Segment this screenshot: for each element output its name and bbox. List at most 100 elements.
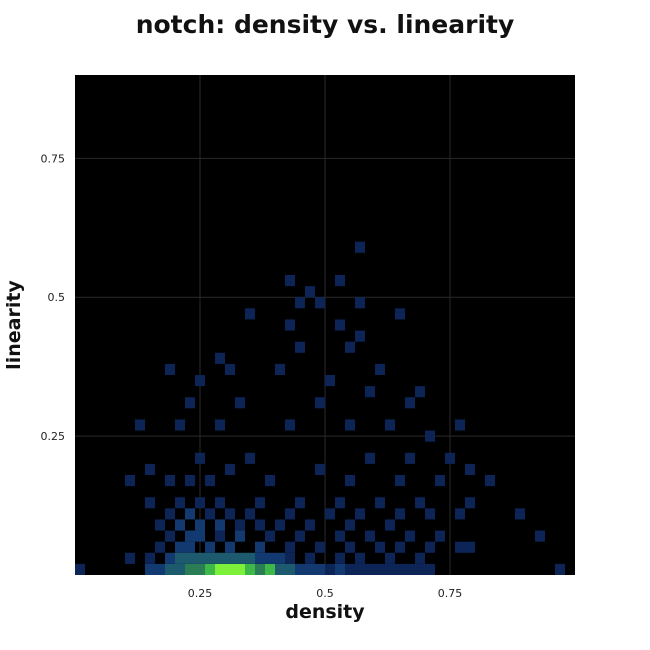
tick-labels: 0.25 0.5 0.75 0.25 0.5 0.75 <box>41 152 463 600</box>
heatmap-cell <box>405 397 415 409</box>
heatmap-cell <box>255 563 265 575</box>
heatmap-cell <box>145 552 155 564</box>
heatmap-cell <box>235 519 245 531</box>
heatmap-cell <box>325 563 335 575</box>
heatmap-cell <box>245 552 255 564</box>
heatmap-cell <box>315 541 325 553</box>
heatmap-cell <box>355 297 365 309</box>
y-axis-label: linearity <box>3 280 25 370</box>
heatmap-cell <box>195 530 205 542</box>
heatmap-cell <box>425 508 435 520</box>
heatmap-cell <box>215 530 225 542</box>
y-tick-label: 0.25 <box>41 430 66 443</box>
heatmap-cell <box>335 275 345 287</box>
heatmap-cell <box>295 341 305 353</box>
heatmap-cell <box>295 497 305 509</box>
heatmap-cell <box>195 519 205 531</box>
heatmap-cell <box>355 508 365 520</box>
heatmap-cell <box>355 552 365 564</box>
heatmap-cell <box>285 541 295 553</box>
heatmap-cell <box>295 563 305 575</box>
grid-lines <box>75 75 575 575</box>
heatmap-cell <box>235 552 245 564</box>
heatmap-cell <box>195 497 205 509</box>
heatmap-cell <box>435 475 445 487</box>
heatmap-cell <box>215 519 225 531</box>
heatmap-cell <box>235 530 245 542</box>
heatmap-cell <box>185 541 195 553</box>
heatmap-cell <box>385 519 395 531</box>
heatmap-cell <box>175 519 185 531</box>
heatmap-cell <box>215 352 225 364</box>
heatmap-cell <box>165 363 175 375</box>
heatmap-cell <box>365 563 375 575</box>
heatmap-cell <box>285 419 295 431</box>
heatmap-cell <box>135 419 145 431</box>
heatmap-cell <box>125 475 135 487</box>
heatmap-cell <box>375 363 385 375</box>
heatmap-cell <box>425 541 435 553</box>
heatmap-cell <box>195 552 205 564</box>
heatmap-cell <box>185 475 195 487</box>
heatmap-cell <box>175 419 185 431</box>
heatmap-cell <box>185 552 195 564</box>
heatmap-cell <box>235 563 245 575</box>
heatmap-cell <box>465 463 475 475</box>
heatmap-cell <box>285 508 295 520</box>
heatmap-cell <box>205 563 215 575</box>
heatmap-cell <box>415 497 425 509</box>
heatmap-cell <box>365 530 375 542</box>
heatmap-cell <box>185 563 195 575</box>
heatmap-cell <box>275 563 285 575</box>
heatmap-cell <box>455 419 465 431</box>
heatmap-cell <box>235 397 245 409</box>
heatmap-cell <box>245 563 255 575</box>
heatmap-cell <box>285 552 295 564</box>
heatmap-cell <box>285 319 295 331</box>
heatmap-cell <box>355 241 365 253</box>
heatmap-cell <box>255 541 265 553</box>
heatmap-cell <box>265 475 275 487</box>
heatmap-cell <box>305 519 315 531</box>
heatmap-cell <box>405 530 415 542</box>
heatmap-cell <box>385 563 395 575</box>
heatmap-cell <box>405 563 415 575</box>
heatmap-cell <box>395 308 405 320</box>
x-tick-label: 0.75 <box>438 587 463 600</box>
heatmap-cell <box>285 563 295 575</box>
heatmap-cell <box>375 563 385 575</box>
heatmap-cell <box>155 563 165 575</box>
heatmap-cell <box>215 497 225 509</box>
heatmap-cell <box>225 363 235 375</box>
heatmap-cell <box>195 452 205 464</box>
heatmap-cell <box>415 563 425 575</box>
heatmap-cell <box>255 552 265 564</box>
heatmap-cell <box>225 541 235 553</box>
heatmap-cell <box>375 541 385 553</box>
heatmap-cell <box>195 375 205 387</box>
heatmap-cell <box>285 275 295 287</box>
heatmap-cell <box>425 430 435 442</box>
heatmap-cell <box>315 397 325 409</box>
heatmap-cell <box>175 497 185 509</box>
heatmap-cell <box>125 552 135 564</box>
heatmap-cell <box>295 297 305 309</box>
heatmap-cell <box>205 541 215 553</box>
heatmap-cell <box>355 330 365 342</box>
heatmap-cell <box>395 541 405 553</box>
heatmap-cell <box>225 508 235 520</box>
heatmap-cell <box>75 563 85 575</box>
heatmap-cell <box>305 563 315 575</box>
heatmap-cell <box>145 563 155 575</box>
heatmap-cell <box>345 519 355 531</box>
y-tick-label: 0.75 <box>41 152 66 165</box>
heatmap-cell <box>255 497 265 509</box>
x-tick-label: 0.5 <box>316 587 334 600</box>
heatmap-cells <box>75 241 565 575</box>
heatmap-cell <box>175 541 185 553</box>
heatmap-cell <box>155 541 165 553</box>
heatmap-cell <box>335 497 345 509</box>
heatmap-cell <box>215 552 225 564</box>
heatmap-cell <box>325 375 335 387</box>
